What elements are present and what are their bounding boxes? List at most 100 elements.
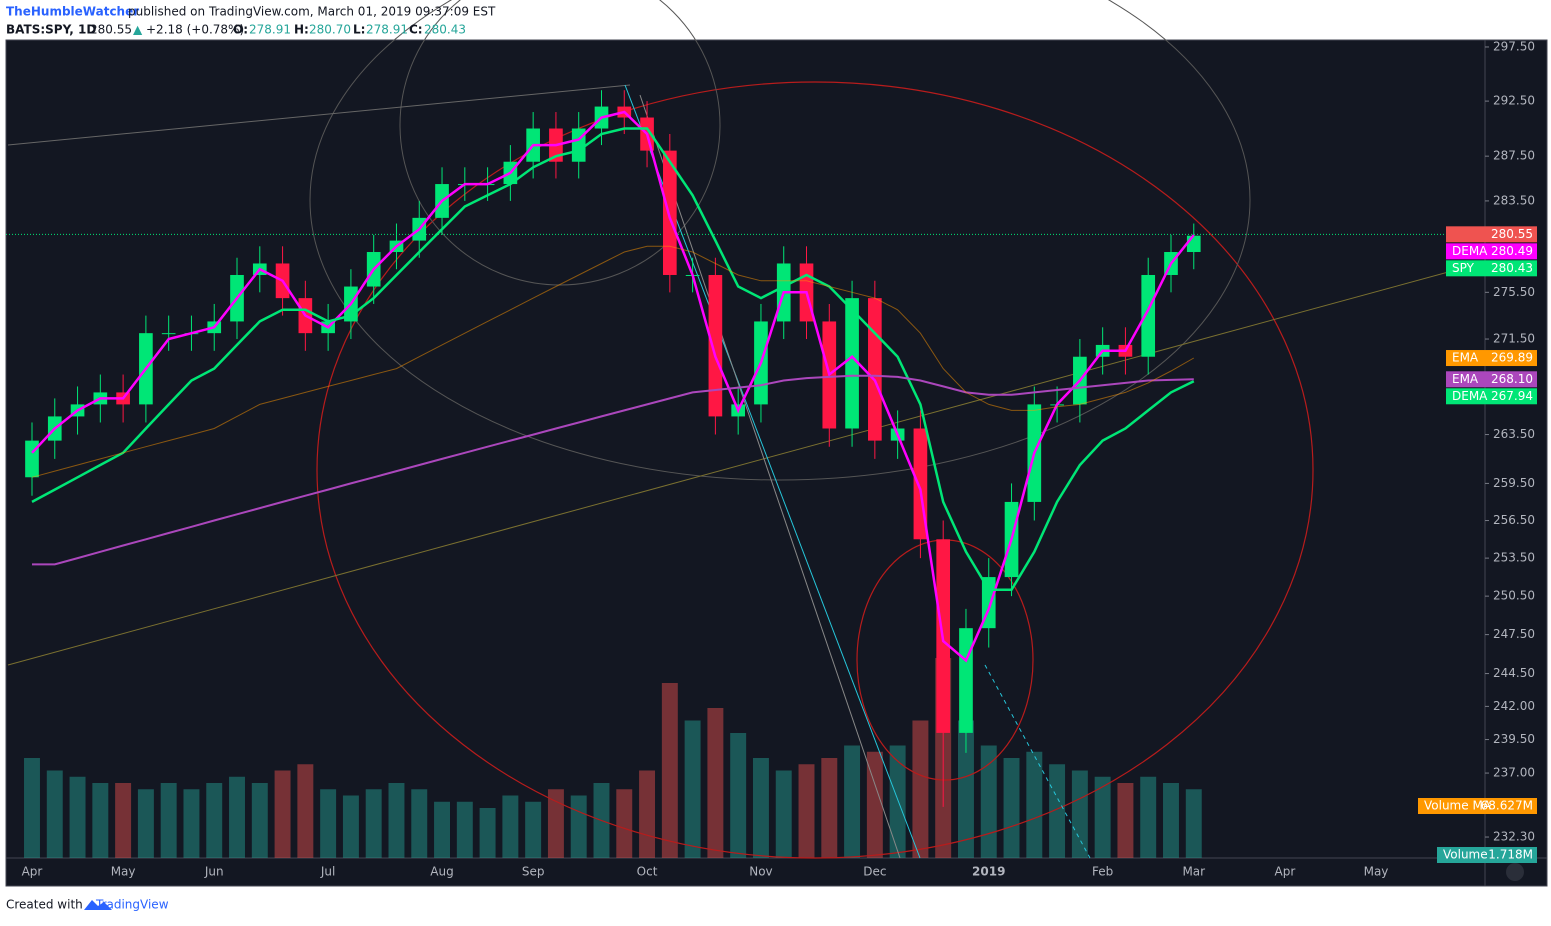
- y-tick-label: 247.50: [1493, 627, 1535, 641]
- x-tick-label: Oct: [637, 865, 658, 879]
- change: +2.18 (+0.78%): [146, 23, 244, 37]
- high-label: H:: [294, 23, 309, 37]
- indicator-line: [32, 374, 1194, 566]
- volume-label-value: 1.718M: [1488, 848, 1533, 862]
- volume-bar: [866, 751, 883, 858]
- price-label-value: 267.94: [1491, 389, 1533, 403]
- last-price: 280.55: [90, 23, 132, 37]
- volume-bar: [1117, 783, 1134, 858]
- price-label-box: [1446, 226, 1537, 243]
- volume-bar: [297, 764, 314, 858]
- volume-bar: [1163, 783, 1179, 858]
- footer-brand[interactable]: TradingView: [95, 898, 169, 912]
- candle-body: [1186, 235, 1201, 253]
- publisher: TheHumbleWatcher: [6, 5, 139, 19]
- volume-bar: [434, 801, 451, 858]
- volume-bar: [980, 745, 997, 858]
- volume-bar: [342, 795, 359, 858]
- open-value: 278.91: [249, 23, 291, 37]
- volume-bar: [411, 789, 428, 858]
- candle-body: [708, 274, 723, 417]
- tradingview-logo: [84, 900, 112, 910]
- x-tick-label: Feb: [1092, 865, 1113, 879]
- low-value: 278.91: [366, 23, 408, 37]
- volume-bar: [46, 770, 63, 858]
- volume-bar: [1140, 776, 1157, 858]
- y-tick-label: 287.50: [1493, 149, 1535, 163]
- volume-bar: [137, 789, 154, 858]
- close-label: C:: [409, 23, 423, 37]
- price-label-name: DEMA: [1452, 389, 1488, 403]
- candle-body: [1141, 274, 1156, 357]
- volume-bar: [957, 720, 974, 858]
- volume-bar: [570, 795, 587, 858]
- volume-bar: [798, 764, 815, 858]
- y-tick-label: 259.50: [1493, 476, 1535, 490]
- volume-bar: [547, 789, 564, 858]
- footer-created: Created with: [6, 898, 83, 912]
- volume-bar: [1049, 764, 1066, 858]
- indicator-line: [31, 110, 1195, 663]
- candle-body: [845, 298, 859, 429]
- drawings: [7, 0, 1486, 859]
- y-tick-label: 292.50: [1493, 94, 1535, 108]
- volume-bar: [274, 770, 291, 858]
- auto-scale-button[interactable]: [1506, 863, 1524, 881]
- y-tick-label: 275.50: [1493, 285, 1535, 299]
- change-arrow: ▲: [133, 23, 143, 37]
- volume-bar: [1003, 758, 1020, 858]
- x-tick-label: May: [111, 865, 136, 879]
- volume-bar: [821, 758, 838, 858]
- y-tick-label: 263.50: [1493, 427, 1535, 441]
- volume-label-box: [1418, 798, 1537, 814]
- chart-background: [5, 39, 1548, 887]
- x-tick-label: May: [1364, 865, 1389, 879]
- price-label-box: [1446, 388, 1537, 405]
- y-tick-label: 239.50: [1493, 732, 1535, 746]
- y-tick-label: 283.50: [1493, 193, 1535, 207]
- volume-label-value: 68.627M: [1481, 799, 1533, 813]
- volume-bar: [639, 770, 656, 858]
- indicator-line: [31, 127, 1195, 592]
- price-label-value: 280.43: [1491, 261, 1533, 275]
- drawn-ellipse: [316, 81, 1314, 859]
- price-label-box: [1446, 243, 1537, 260]
- x-tick-label: Mar: [1182, 865, 1205, 879]
- published-text: published on TradingView.com, March 01, …: [128, 5, 496, 19]
- y-tick-label: 244.50: [1493, 666, 1535, 680]
- volume-bar: [1026, 751, 1043, 858]
- volume-bar: [456, 801, 473, 858]
- y-tick-label: 297.50: [1493, 39, 1535, 53]
- price-label-value: 269.89: [1491, 351, 1533, 365]
- price-label-name: SPY: [1452, 261, 1475, 275]
- volume-label-name: Volume: [1443, 848, 1488, 862]
- y-tick-label: 237.00: [1493, 766, 1535, 780]
- volume-bar: [69, 776, 86, 858]
- x-tick-label: 2019: [972, 865, 1005, 879]
- x-tick-label: Sep: [522, 865, 545, 879]
- volume-bar: [752, 758, 769, 858]
- volume-bar: [160, 783, 177, 858]
- y-tick-label: 253.50: [1493, 551, 1535, 565]
- close-value: 280.43: [424, 23, 466, 37]
- y-tick-label: 232.30: [1493, 830, 1535, 844]
- volume-bar: [525, 801, 542, 858]
- x-tick-label: Aug: [430, 865, 453, 879]
- volume-bar: [251, 783, 268, 858]
- volume-bar: [707, 708, 724, 858]
- volume-bar: [206, 783, 223, 858]
- y-tick-label: 256.50: [1493, 513, 1535, 527]
- price-label-value: 280.49: [1491, 244, 1533, 258]
- price-label-value: 280.55: [1491, 227, 1533, 241]
- trend-line: [639, 94, 901, 859]
- volume-bar: [775, 770, 792, 858]
- price-label-box: [1446, 260, 1537, 277]
- trend-line: [7, 261, 1486, 666]
- high-value: 280.70: [309, 23, 351, 37]
- candle-body: [959, 628, 973, 733]
- volume-bar: [616, 789, 633, 858]
- volume-bar: [320, 789, 337, 858]
- drawn-circle: [399, 0, 721, 286]
- volume-bar: [684, 720, 701, 858]
